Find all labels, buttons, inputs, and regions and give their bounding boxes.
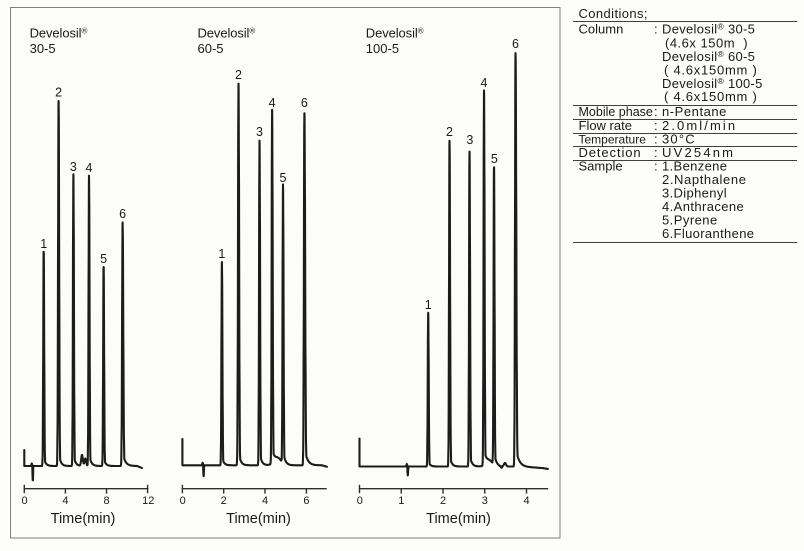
svg-text:6: 6: [119, 207, 126, 221]
svg-text:Mobile phase: Mobile phase: [579, 105, 653, 119]
svg-text:0: 0: [180, 495, 186, 507]
svg-text:4: 4: [523, 495, 529, 507]
svg-text:8: 8: [103, 495, 109, 507]
svg-text::: :: [654, 104, 658, 119]
svg-text::: :: [654, 118, 658, 133]
svg-text:2: 2: [221, 495, 227, 507]
svg-text:60-5: 60-5: [198, 41, 224, 56]
svg-text:1: 1: [40, 237, 47, 251]
svg-text:5: 5: [100, 252, 107, 266]
svg-text:12: 12: [142, 495, 154, 507]
svg-text:Detection: Detection: [579, 145, 642, 160]
svg-text:Time(min): Time(min): [51, 511, 116, 527]
svg-text:5.Pyrene: 5.Pyrene: [662, 213, 718, 228]
svg-text:30-5: 30-5: [30, 41, 56, 56]
svg-text:2: 2: [446, 125, 453, 139]
svg-text:Flow rate: Flow rate: [579, 118, 632, 133]
svg-text:3: 3: [256, 125, 263, 139]
svg-text:4: 4: [481, 76, 488, 90]
svg-text:100-5: 100-5: [366, 41, 399, 56]
svg-text:1: 1: [218, 247, 225, 261]
svg-text::: :: [654, 132, 658, 147]
svg-text:3: 3: [70, 160, 77, 174]
svg-text:4: 4: [62, 495, 68, 507]
svg-text:2: 2: [55, 86, 62, 100]
svg-text:Time(min): Time(min): [226, 511, 291, 527]
svg-text:Develosil®: Develosil®: [366, 26, 424, 41]
svg-text:Develosil®: Develosil®: [30, 26, 88, 41]
svg-text:Conditions;: Conditions;: [579, 6, 648, 21]
svg-text:(4.6x 150m ): (4.6x 150m ): [665, 36, 748, 51]
svg-text:Temperature: Temperature: [579, 133, 647, 147]
svg-text:3: 3: [466, 133, 473, 147]
svg-text:1.Benzene: 1.Benzene: [662, 159, 727, 174]
svg-text:Time(min): Time(min): [426, 511, 491, 527]
svg-text:0: 0: [357, 495, 363, 507]
svg-text:Sample: Sample: [579, 159, 623, 174]
svg-text:2.Napthalene: 2.Napthalene: [662, 172, 747, 187]
svg-text::: :: [654, 22, 658, 37]
svg-text:2: 2: [235, 68, 242, 82]
svg-text:6: 6: [301, 96, 308, 110]
svg-text::: :: [654, 145, 658, 160]
svg-text:2: 2: [440, 495, 446, 507]
svg-text:1: 1: [425, 298, 432, 312]
svg-text:3.Diphenyl: 3.Diphenyl: [662, 186, 727, 201]
svg-text:1: 1: [398, 495, 404, 507]
svg-text:4: 4: [262, 495, 268, 507]
svg-text:Develosil®: Develosil®: [198, 26, 256, 41]
svg-text:5: 5: [280, 171, 287, 185]
svg-text:Develosil® 100-5: Develosil® 100-5: [662, 76, 763, 91]
svg-text:5: 5: [491, 152, 498, 166]
svg-text:( 4.6x150mm ): ( 4.6x150mm ): [664, 89, 758, 104]
svg-text:6: 6: [303, 495, 309, 507]
svg-text:n-Pentane: n-Pentane: [662, 104, 727, 119]
svg-text:3: 3: [482, 495, 488, 507]
svg-text:4: 4: [269, 96, 276, 110]
svg-text:6.Fluoranthene: 6.Fluoranthene: [662, 226, 754, 241]
svg-text:2.0ml/min: 2.0ml/min: [662, 118, 737, 133]
svg-text:4: 4: [86, 161, 93, 175]
svg-text:Develosil® 30-5: Develosil® 30-5: [662, 22, 755, 37]
svg-text:0: 0: [22, 495, 28, 507]
svg-text:( 4.6x150mm ): ( 4.6x150mm ): [664, 63, 758, 78]
svg-text:Column: Column: [579, 22, 624, 37]
svg-text:4.Anthracene: 4.Anthracene: [662, 199, 744, 214]
svg-text::: :: [654, 159, 658, 174]
svg-text:Develosil® 60-5: Develosil® 60-5: [662, 49, 755, 64]
svg-text:30°C: 30°C: [662, 132, 696, 147]
svg-text:6: 6: [512, 37, 519, 51]
svg-text:UV254nm: UV254nm: [662, 145, 735, 160]
